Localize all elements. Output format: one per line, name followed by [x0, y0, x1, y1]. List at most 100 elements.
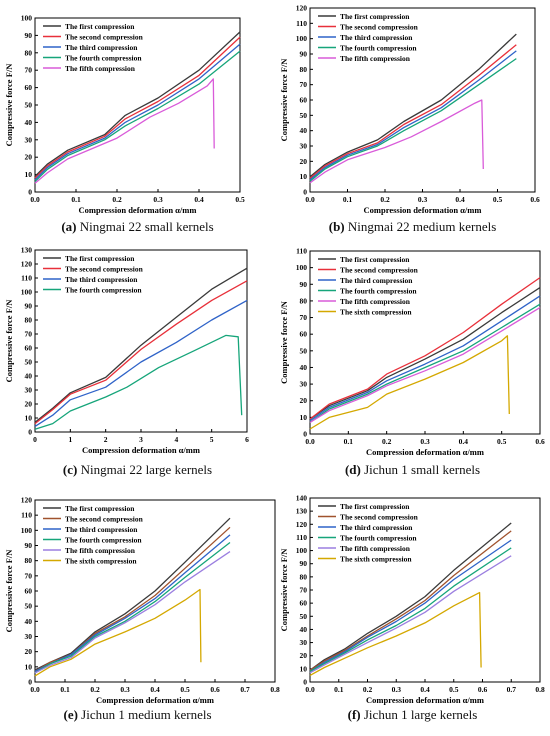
y-tick-label: 110 [296, 19, 307, 28]
y-tick-label: 70 [25, 330, 33, 339]
series-line-2 [309, 44, 517, 179]
x-tick-label: 4 [174, 435, 178, 444]
legend-entry: The second compression [65, 514, 144, 523]
series-line-4 [34, 334, 243, 430]
y-tick-label: 140 [296, 494, 308, 503]
x-axis-label: Compression deformation α/mm [364, 205, 482, 215]
legend-entry: The sixth compression [340, 307, 412, 316]
x-tick-label: 0.5 [449, 685, 459, 694]
legend-entry: The fifth compression [65, 64, 136, 73]
legend-entry: The fourth compression [65, 285, 142, 294]
legend-entry: The fifth compression [340, 297, 411, 306]
x-tick-label: 0.4 [150, 685, 160, 694]
series-line-2 [34, 526, 231, 672]
legend-entry: The third compression [65, 43, 138, 52]
y-tick-label: 40 [300, 126, 308, 135]
caption-text: Ningmai 22 small kernels [76, 219, 214, 234]
series-line-5 [34, 78, 215, 184]
series-line-2 [34, 36, 241, 179]
y-tick-label: 110 [21, 274, 32, 283]
caption-letter: (d) [344, 462, 361, 477]
legend-entry: The first compression [65, 504, 135, 513]
x-tick-label: 0.2 [112, 195, 122, 204]
x-axis-label: Compression deformation α/mm [82, 445, 200, 455]
y-tick-label: 20 [25, 400, 33, 409]
legend-entry: The second compression [340, 512, 419, 521]
x-tick-label: 0.8 [535, 685, 545, 694]
x-tick-label: 0.4 [420, 685, 430, 694]
y-tick-label: 0 [28, 188, 32, 197]
legend-entry: The fifth compression [340, 54, 411, 63]
chart-panel-2: 0 10 20 30 40 50 60 70 80 90 100 110 120 0.0 0.1 0.2 0.3… [275, 0, 550, 240]
x-tick-label: 0.6 [530, 195, 540, 204]
x-axis-label: Compression deformation α/mm [366, 695, 484, 705]
y-axis-label: Compressive force F/N [4, 299, 14, 383]
series-line-4 [309, 303, 541, 423]
caption-letter: (b) [328, 219, 345, 234]
y-axis-label: Compressive force F/N [279, 300, 289, 384]
y-tick-label: 80 [300, 296, 308, 305]
x-tick-label: 0.1 [343, 195, 353, 204]
legend-entry: The first compression [340, 502, 410, 511]
y-tick-label: 90 [300, 50, 308, 59]
y-tick-label: 10 [300, 664, 308, 673]
x-tick-label: 0.4 [459, 437, 469, 446]
legend-entry: The second compression [65, 32, 144, 41]
y-tick-label: 30 [25, 135, 33, 144]
x-tick-label: 0.6 [210, 685, 220, 694]
series-line-6 [309, 591, 482, 676]
y-tick-label: 50 [25, 101, 33, 110]
y-tick-label: 80 [300, 65, 308, 74]
x-tick-label: 0.4 [455, 195, 465, 204]
y-tick-label: 100 [21, 526, 33, 535]
x-tick-label: 0.4 [194, 195, 204, 204]
x-tick-label: 0.5 [493, 195, 503, 204]
legend-entry: The first compression [340, 12, 410, 21]
legend-entry: The second compression [340, 22, 419, 31]
y-tick-label: 50 [25, 358, 33, 367]
y-tick-label: 0 [303, 678, 307, 687]
x-tick-label: 0.2 [90, 685, 100, 694]
caption-letter: (e) [63, 707, 78, 722]
y-tick-label: 10 [25, 662, 33, 671]
y-tick-label: 50 [300, 346, 308, 355]
series-line-4 [309, 547, 512, 673]
y-tick-label: 90 [25, 541, 33, 550]
x-tick-label: 0.5 [497, 437, 507, 446]
x-axis-label: Compression deformation α/mm [79, 205, 197, 215]
caption-text: Ningmai 22 medium kernels [344, 219, 497, 234]
legend-entry: The fifth compression [65, 546, 136, 555]
y-tick-label: 120 [21, 496, 33, 505]
y-tick-label: 70 [300, 313, 308, 322]
y-tick-label: 0 [303, 188, 307, 197]
y-tick-label: 70 [300, 80, 308, 89]
x-tick-label: 0.2 [382, 437, 392, 446]
legend-entry: The fourth compression [340, 286, 417, 295]
x-axis-label: Compression deformation α/mm [96, 695, 214, 705]
y-tick-label: 0 [28, 678, 32, 687]
y-tick-label: 10 [25, 170, 33, 179]
x-tick-label: 0.0 [30, 195, 40, 204]
line-chart: 0 10 20 30 40 50 60 70 80 90 100 110 120 0.0 0.1 0.2 0.3… [279, 4, 540, 216]
y-tick-label: 90 [25, 302, 33, 311]
y-tick-label: 70 [25, 571, 33, 580]
x-tick-label: 6 [245, 435, 249, 444]
series-line-3 [309, 539, 512, 673]
series-line-4 [34, 541, 231, 674]
series-line-5 [309, 307, 541, 423]
y-tick-label: 130 [21, 246, 33, 255]
legend-entry: The sixth compression [340, 554, 412, 563]
y-tick-label: 20 [300, 157, 308, 166]
x-tick-label: 0.1 [344, 437, 354, 446]
y-tick-label: 80 [25, 556, 33, 565]
y-tick-label: 60 [25, 587, 33, 596]
panel-caption: (d) Jichun 1 small kernels [275, 462, 550, 478]
x-tick-label: 0 [33, 435, 37, 444]
x-tick-label: 0.0 [305, 685, 315, 694]
y-tick-label: 30 [300, 142, 308, 151]
panel-caption: (f) Jichun 1 large kernels [275, 707, 550, 723]
legend-entry: The second compression [340, 265, 419, 274]
y-tick-label: 110 [296, 247, 307, 256]
caption-letter: (a) [61, 219, 77, 234]
legend-entry: The sixth compression [65, 556, 137, 565]
